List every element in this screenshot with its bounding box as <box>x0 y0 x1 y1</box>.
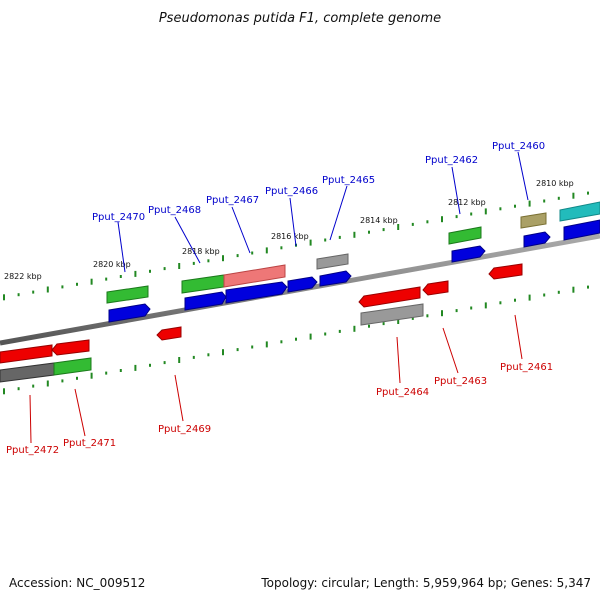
kbp-label: 2818 kbp <box>182 247 220 256</box>
gene-feature <box>106 285 149 304</box>
gene-feature <box>488 263 523 280</box>
gene-features <box>0 201 600 383</box>
gene-feature <box>156 326 182 341</box>
gene-feature <box>225 281 288 304</box>
kbp-label: 2820 kbp <box>93 260 131 269</box>
gene-label: Pput_2467 <box>206 195 259 206</box>
gene-feature <box>319 270 352 287</box>
gene-feature <box>523 231 551 248</box>
gene-label: Pput_2466 <box>265 186 318 197</box>
gene-feature <box>181 274 225 294</box>
gene-label: Pput_2469 <box>158 424 211 435</box>
gene-feature <box>287 276 318 293</box>
kbp-label: 2816 kbp <box>271 232 309 241</box>
kbp-label: 2822 kbp <box>4 272 42 281</box>
label-leaders <box>29 151 529 444</box>
gene-feature <box>51 339 90 356</box>
tick-marks <box>3 191 589 395</box>
gene-feature <box>563 219 600 241</box>
gene-feature <box>108 303 151 323</box>
kbp-scale: 2822 kbp 2820 kbp 2818 kbp 2816 kbp 2814… <box>4 179 574 281</box>
gene-feature <box>448 226 482 245</box>
gene-feature <box>223 264 286 288</box>
gene-label: Pput_2465 <box>322 175 375 186</box>
gene-feature <box>422 280 449 296</box>
gene-label: Pput_2460 <box>492 141 545 152</box>
gene-feature <box>184 291 227 311</box>
gene-feature <box>520 212 547 229</box>
genome-summary: Topology: circular; Length: 5,959,964 bp… <box>260 576 591 590</box>
gene-label: Pput_2468 <box>148 205 201 216</box>
gene-feature <box>360 303 424 326</box>
gene-feature <box>358 286 421 308</box>
gene-feature <box>559 201 600 222</box>
gene-feature <box>53 357 92 376</box>
gene-label: Pput_2470 <box>92 212 145 223</box>
gene-label: Pput_2461 <box>500 362 553 373</box>
gene-feature <box>451 245 486 263</box>
kbp-label: 2814 kbp <box>360 216 398 225</box>
gene-label: Pput_2462 <box>425 155 478 166</box>
gene-label: Pput_2472 <box>6 445 59 456</box>
kbp-label: 2812 kbp <box>448 198 486 207</box>
gene-label: Pput_2464 <box>376 387 429 398</box>
accession-text: Accession: NC_009512 <box>9 576 145 590</box>
kbp-label: 2810 kbp <box>536 179 574 188</box>
gene-labels-top: Pput_2470 Pput_2468 Pput_2467 Pput_2466 … <box>92 141 545 223</box>
gene-feature <box>0 362 55 383</box>
gene-label: Pput_2471 <box>63 438 116 449</box>
gene-feature <box>0 344 53 364</box>
gene-feature <box>316 253 349 270</box>
gene-labels-bottom: Pput_2472 Pput_2471 Pput_2469 Pput_2464 … <box>6 362 553 456</box>
gene-label: Pput_2463 <box>434 376 487 387</box>
map-title: Pseudomonas putida F1, complete genome <box>159 11 441 26</box>
